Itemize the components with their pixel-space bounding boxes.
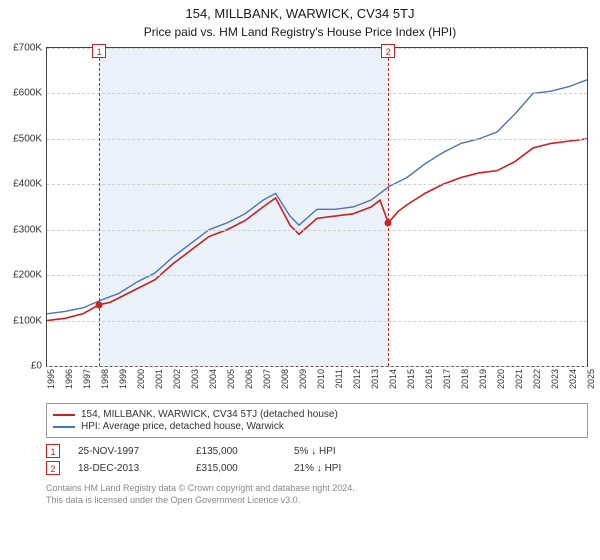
x-tick-label: 2005 bbox=[226, 369, 236, 389]
x-tick-label: 2002 bbox=[172, 369, 182, 389]
y-tick-label: £300K bbox=[13, 224, 42, 235]
footer-attribution: Contains HM Land Registry data © Crown c… bbox=[46, 483, 588, 506]
page-title: 154, MILLBANK, WARWICK, CV34 5TJ bbox=[0, 6, 600, 21]
y-tick-label: £400K bbox=[13, 179, 42, 190]
x-tick-label: 2023 bbox=[550, 369, 560, 389]
gridline-h bbox=[47, 48, 587, 49]
x-tick-label: 2012 bbox=[352, 369, 362, 389]
x-tick-label: 2016 bbox=[424, 369, 434, 389]
x-tick-label: 2001 bbox=[154, 369, 164, 389]
sale-date: 25-NOV-1997 bbox=[78, 446, 178, 457]
marker-badge-2: 2 bbox=[381, 44, 395, 58]
y-tick-label: £0 bbox=[31, 361, 42, 372]
x-tick-label: 2020 bbox=[496, 369, 506, 389]
x-tick-label: 2015 bbox=[406, 369, 416, 389]
x-tick-label: 2014 bbox=[388, 369, 398, 389]
x-tick-label: 2010 bbox=[316, 369, 326, 389]
x-tick-label: 2004 bbox=[208, 369, 218, 389]
x-tick-label: 2018 bbox=[460, 369, 470, 389]
gridline-h bbox=[47, 321, 587, 322]
gridline-h bbox=[47, 275, 587, 276]
legend-row: HPI: Average price, detached house, Warw… bbox=[53, 421, 581, 432]
x-tick-label: 2021 bbox=[514, 369, 524, 389]
x-tick-label: 1998 bbox=[100, 369, 110, 389]
x-tick-label: 1996 bbox=[64, 369, 74, 389]
x-tick-label: 2013 bbox=[370, 369, 380, 389]
sales-table: 1 25-NOV-1997 £135,000 5% ↓ HPI 2 18-DEC-2013… bbox=[46, 444, 588, 475]
marker-line-1 bbox=[99, 48, 100, 366]
footer-line-2: This data is licensed under the Open Gov… bbox=[46, 495, 588, 507]
gridline-h bbox=[47, 139, 587, 140]
legend-label: 154, MILLBANK, WARWICK, CV34 5TJ (detach… bbox=[81, 409, 338, 420]
page-subtitle: Price paid vs. HM Land Registry's House … bbox=[0, 25, 600, 39]
x-tick-label: 1997 bbox=[82, 369, 92, 389]
sale-row: 1 25-NOV-1997 £135,000 5% ↓ HPI bbox=[46, 444, 588, 458]
x-tick-label: 2003 bbox=[190, 369, 200, 389]
x-tick-label: 1995 bbox=[46, 369, 56, 389]
sale-pct: 5% ↓ HPI bbox=[294, 446, 384, 457]
gridline-h bbox=[47, 184, 587, 185]
gridline-h bbox=[47, 93, 587, 94]
plot-area: £0£100K£200K£300K£400K£500K£600K£700K12 bbox=[46, 47, 588, 367]
line-series bbox=[47, 48, 587, 366]
sale-price: £135,000 bbox=[196, 446, 276, 457]
marker-dot-1 bbox=[96, 301, 103, 308]
x-tick-label: 2007 bbox=[262, 369, 272, 389]
x-tick-label: 2024 bbox=[568, 369, 578, 389]
x-axis-ticks: 1995 1996 1997 1998 1999 2000 2001 2002 2003 2004… bbox=[46, 367, 588, 397]
sale-badge: 1 bbox=[46, 444, 60, 458]
x-tick-label: 2000 bbox=[136, 369, 146, 389]
x-tick-label: 2011 bbox=[334, 369, 344, 388]
y-tick-label: £200K bbox=[13, 270, 42, 281]
legend-swatch bbox=[53, 414, 75, 416]
footer-line-1: Contains HM Land Registry data © Crown c… bbox=[46, 483, 588, 495]
series-hpi bbox=[47, 80, 587, 314]
x-tick-label: 2009 bbox=[298, 369, 308, 389]
y-tick-label: £500K bbox=[13, 133, 42, 144]
x-tick-label: 2025 bbox=[586, 369, 596, 389]
x-tick-label: 2022 bbox=[532, 369, 542, 389]
sale-row: 2 18-DEC-2013 £315,000 21% ↓ HPI bbox=[46, 461, 588, 475]
x-tick-label: 2019 bbox=[478, 369, 488, 389]
y-tick-label: £700K bbox=[13, 43, 42, 54]
x-tick-label: 2006 bbox=[244, 369, 254, 389]
legend-row: 154, MILLBANK, WARWICK, CV34 5TJ (detach… bbox=[53, 409, 581, 420]
marker-line-2 bbox=[388, 48, 389, 366]
sale-badge: 2 bbox=[46, 461, 60, 475]
marker-dot-2 bbox=[385, 219, 392, 226]
y-tick-label: £100K bbox=[13, 315, 42, 326]
legend-swatch bbox=[53, 426, 75, 428]
x-tick-label: 2008 bbox=[280, 369, 290, 389]
sale-date: 18-DEC-2013 bbox=[78, 463, 178, 474]
sale-price: £315,000 bbox=[196, 463, 276, 474]
x-tick-label: 1999 bbox=[118, 369, 128, 389]
legend: 154, MILLBANK, WARWICK, CV34 5TJ (detach… bbox=[46, 403, 588, 438]
marker-badge-1: 1 bbox=[92, 44, 106, 58]
chart: £0£100K£200K£300K£400K£500K£600K£700K12 … bbox=[46, 47, 588, 397]
y-tick-label: £600K bbox=[13, 88, 42, 99]
x-tick-label: 2017 bbox=[442, 369, 452, 389]
gridline-h bbox=[47, 230, 587, 231]
sale-pct: 21% ↓ HPI bbox=[294, 463, 384, 474]
legend-label: HPI: Average price, detached house, Warw… bbox=[81, 421, 284, 432]
